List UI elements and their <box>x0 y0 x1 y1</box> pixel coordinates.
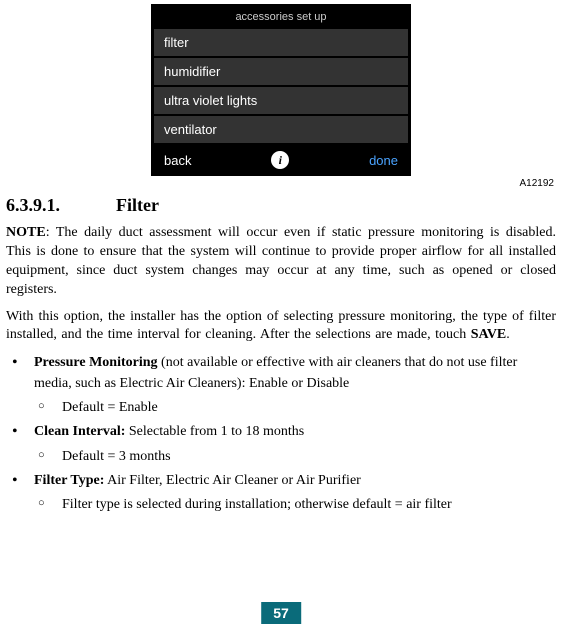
option-text: Air Filter, Electric Air Cleaner or Air … <box>104 473 360 488</box>
device-frame: accessories set up filter humidifier ult… <box>151 4 411 176</box>
note-label: NOTE <box>6 225 46 240</box>
intro-post: . <box>506 327 510 342</box>
done-button[interactable]: done <box>369 153 398 168</box>
note-paragraph: NOTE: The daily duct assessment will occ… <box>6 224 556 300</box>
sub-item: Default = Enable <box>34 398 556 418</box>
figure-id: A12192 <box>6 178 554 189</box>
back-button[interactable]: back <box>164 153 191 168</box>
section-heading: 6.3.9.1.Filter <box>6 195 556 216</box>
option-text: Selectable from 1 to 18 months <box>125 424 304 439</box>
sub-item: Filter type is selected during installat… <box>34 495 556 515</box>
device-screenshot: accessories set up filter humidifier ult… <box>6 4 556 176</box>
list-item: Clean Interval: Selectable from 1 to 18 … <box>6 422 556 467</box>
device-title: accessories set up <box>154 7 408 29</box>
option-label: Filter Type: <box>34 473 104 488</box>
option-label: Clean Interval: <box>34 424 125 439</box>
info-icon[interactable]: i <box>271 151 289 169</box>
save-label: SAVE <box>471 327 507 342</box>
intro-paragraph: With this option, the installer has the … <box>6 308 556 346</box>
list-item: Pressure Monitoring (not available or ef… <box>6 353 556 418</box>
menu-item-uv-lights[interactable]: ultra violet lights <box>154 87 408 116</box>
heading-title: Filter <box>116 195 159 215</box>
option-label: Pressure Monitoring <box>34 355 158 370</box>
device-footer: back i done <box>154 145 408 173</box>
heading-number: 6.3.9.1. <box>6 195 116 216</box>
menu-item-humidifier[interactable]: humidifier <box>154 58 408 87</box>
menu-item-filter[interactable]: filter <box>154 29 408 58</box>
sub-item: Default = 3 months <box>34 447 556 467</box>
page-number: 57 <box>261 602 301 624</box>
note-text: : The daily duct assessment will occur e… <box>6 225 556 297</box>
options-list: Pressure Monitoring (not available or ef… <box>6 353 556 515</box>
menu-item-ventilator[interactable]: ventilator <box>154 116 408 145</box>
list-item: Filter Type: Air Filter, Electric Air Cl… <box>6 471 556 516</box>
